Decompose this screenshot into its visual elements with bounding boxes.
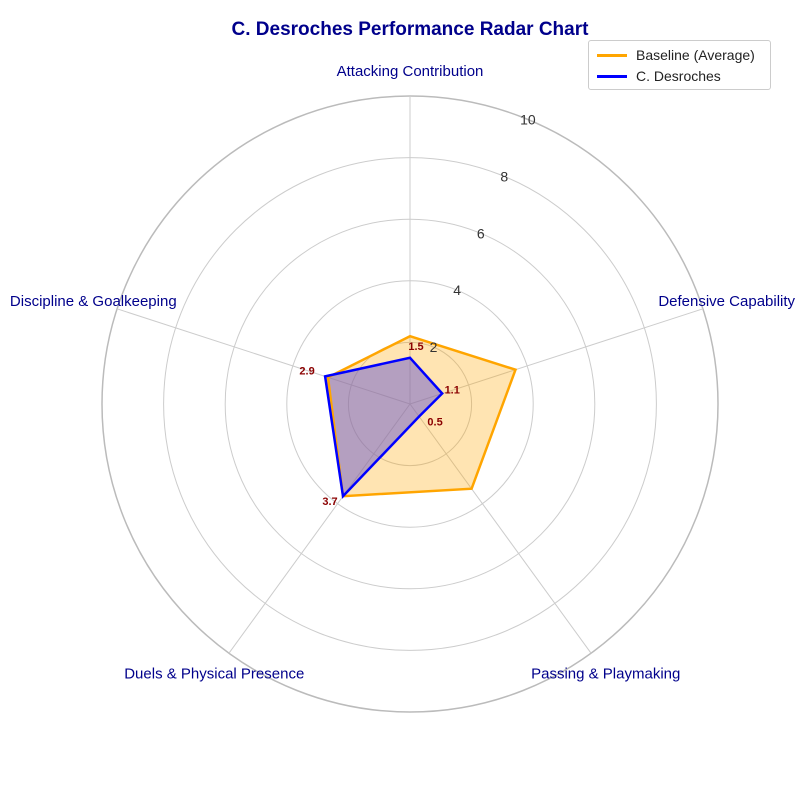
axis-label-0: Attacking Contribution (337, 63, 484, 80)
spoke-2 (409, 403, 592, 654)
data-label-1: 1.1 (445, 385, 460, 397)
data-label-2: 0.5 (427, 416, 442, 428)
legend-item-baseline: Baseline (Average) (597, 45, 755, 65)
r-tick-label-4: 10 (520, 111, 536, 127)
r-tick-label-0: 2 (430, 339, 438, 355)
r-tick-label-3: 8 (500, 168, 508, 184)
series-fill-1 (325, 357, 443, 497)
legend-label-baseline: Baseline (Average) (636, 47, 755, 63)
data-label-0: 1.5 (408, 341, 423, 353)
axis-label-2: Passing & Playmaking (531, 665, 680, 682)
series-line-0 (326, 334, 518, 498)
axis-label-4: Discipline & Goalkeeping (10, 293, 177, 310)
axis-label-3: Duels & Physical Presence (124, 665, 304, 682)
legend-label-desroches: C. Desroches (636, 68, 721, 84)
chart-title: C. Desroches Performance Radar Chart (231, 19, 589, 40)
spoke-1 (409, 308, 704, 405)
legend-swatch-desroches (597, 74, 627, 78)
legend-swatch-baseline (597, 53, 627, 57)
legend-item-desroches: C. Desroches (597, 66, 721, 86)
data-label-3: 3.7 (322, 496, 337, 508)
series-line-1 (323, 356, 444, 499)
legend: Baseline (Average) C. Desroches (588, 40, 771, 90)
data-label-4: 2.9 (299, 365, 314, 377)
r-tick-label-1: 4 (453, 282, 461, 298)
radar-series (323, 334, 518, 499)
axis-label-1: Defensive Capability (658, 293, 795, 310)
r-tick-label-2: 6 (477, 225, 485, 241)
radar-labels: 2 4 6 8 10 Attacking Contribution Defensive Ca… (10, 63, 796, 682)
